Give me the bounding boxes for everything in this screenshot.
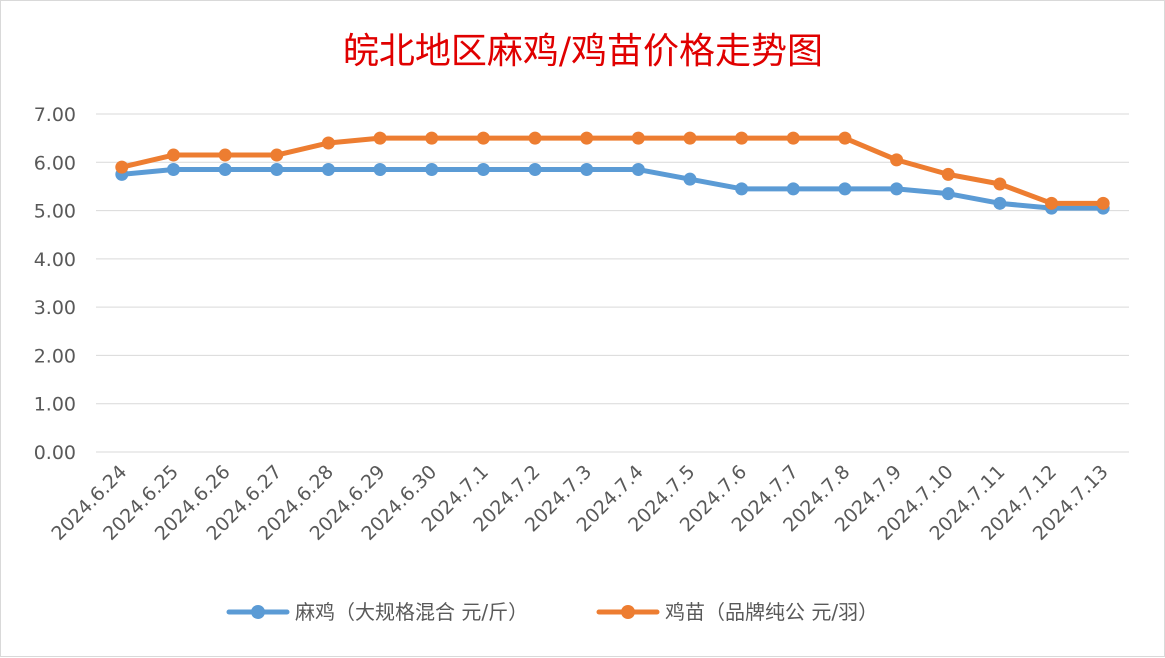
y-axis-ticks: 0.00 1.00 2.00 3.00 4.00 5.00 6.00 7.00 <box>34 104 76 464</box>
data-point <box>218 148 232 162</box>
data-point <box>890 182 904 196</box>
data-point <box>941 167 955 181</box>
data-point <box>425 163 439 177</box>
data-point <box>631 163 645 177</box>
y-tick-label: 5.00 <box>34 201 76 223</box>
data-point <box>321 136 335 150</box>
y-tick-label: 6.00 <box>34 152 76 174</box>
data-point <box>528 163 542 177</box>
series-2 <box>115 131 1110 210</box>
y-tick-label: 4.00 <box>34 249 76 271</box>
data-point <box>476 131 490 145</box>
data-point <box>993 196 1007 210</box>
data-point <box>270 163 284 177</box>
data-point <box>425 131 439 145</box>
data-point <box>218 163 232 177</box>
data-point <box>373 163 387 177</box>
data-point <box>321 163 335 177</box>
data-point <box>115 160 129 174</box>
legend-item-1: 麻鸡（大规格混合 元/斤） <box>226 600 528 624</box>
data-point <box>476 163 490 177</box>
legend-marker <box>251 605 265 619</box>
legend-item-2: 鸡苗（品牌纯公 元/羽） <box>596 600 878 624</box>
legend-label: 麻鸡（大规格混合 元/斤） <box>295 600 528 624</box>
data-point <box>683 131 697 145</box>
series-lines <box>115 131 1110 215</box>
data-point <box>838 131 852 145</box>
data-point <box>580 163 594 177</box>
x-axis-ticks: 2024.6.242024.6.252024.6.262024.6.272024… <box>47 461 1112 545</box>
gridlines <box>96 113 1129 453</box>
data-point <box>683 172 697 186</box>
y-tick-label: 2.00 <box>34 345 76 367</box>
data-point <box>735 131 749 145</box>
data-point <box>890 153 904 167</box>
data-point <box>786 182 800 196</box>
chart-title: 皖北地区麻鸡/鸡苗价格走势图 <box>343 31 823 72</box>
data-point <box>993 177 1007 191</box>
legend-label: 鸡苗（品牌纯公 元/羽） <box>665 600 878 624</box>
data-point <box>838 182 852 196</box>
y-tick-label: 7.00 <box>34 104 76 126</box>
series-line <box>119 135 1106 206</box>
legend: 麻鸡（大规格混合 元/斤） 鸡苗（品牌纯公 元/羽） <box>226 600 878 624</box>
data-point <box>166 148 180 162</box>
series-1 <box>115 163 1110 215</box>
data-point <box>166 163 180 177</box>
data-point <box>373 131 387 145</box>
y-tick-label: 3.00 <box>34 297 76 319</box>
series-line <box>119 167 1106 211</box>
y-tick-label: 0.00 <box>34 442 76 464</box>
y-tick-label: 1.00 <box>34 394 76 416</box>
data-point <box>580 131 594 145</box>
data-point <box>1045 196 1059 210</box>
data-point <box>270 148 284 162</box>
data-point <box>735 182 749 196</box>
data-point <box>941 187 955 201</box>
data-point <box>528 131 542 145</box>
data-point <box>631 131 645 145</box>
data-point <box>786 131 800 145</box>
data-point <box>1096 196 1110 210</box>
legend-marker <box>621 605 635 619</box>
